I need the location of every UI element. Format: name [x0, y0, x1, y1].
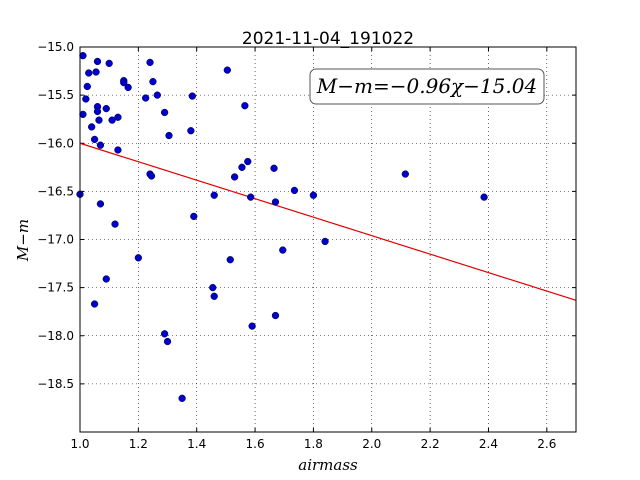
data-point: [141, 94, 150, 102]
data-point: [114, 113, 122, 121]
x-tick-label: 1.6: [246, 437, 265, 451]
data-point: [79, 52, 87, 60]
y-tick-label: −17.5: [37, 281, 74, 295]
y-axis-label: M−m: [14, 219, 32, 262]
data-point: [309, 191, 318, 199]
data-point: [83, 82, 91, 91]
x-tick-label: 2.2: [421, 437, 440, 451]
y-tick-label: −18.5: [37, 377, 74, 391]
data-point: [248, 322, 256, 330]
data-point: [96, 141, 105, 149]
annotation-box: [309, 68, 545, 105]
data-point: [93, 107, 102, 116]
data-point: [480, 193, 488, 201]
data-point: [102, 104, 110, 113]
data-point: [90, 300, 99, 308]
y-tick-label: −16.0: [37, 136, 74, 150]
x-tick-label: 1.2: [129, 437, 148, 451]
fit-equation: M−m=−0.96χ−15.04: [316, 74, 537, 98]
data-point: [401, 170, 409, 178]
data-point: [153, 91, 161, 99]
data-point: [271, 311, 280, 320]
y-tick-label: −15.5: [37, 88, 74, 102]
data-point: [111, 220, 119, 228]
data-point: [247, 193, 255, 201]
data-point: [210, 292, 218, 300]
y-tick-label: −15.0: [37, 40, 74, 54]
x-tick-label: 1.0: [70, 437, 89, 451]
axis-ticks: 1.0 1.2 1.4 1.6 1.8 2.0 2.2 2.4 2.6 −15.0 −15.5 −16…: [37, 40, 576, 451]
data-point: [160, 108, 169, 117]
data-point: [230, 173, 239, 181]
fit-equation-box: M−m=−0.96χ−15.04: [309, 68, 545, 105]
y-tick-label: −18.0: [37, 329, 74, 343]
data-points: [76, 52, 488, 402]
data-point: [210, 191, 218, 199]
data-point: [147, 172, 156, 180]
data-point: [223, 66, 231, 74]
x-tick-label: 1.8: [304, 437, 323, 451]
data-point: [270, 164, 278, 172]
data-point: [238, 163, 246, 171]
data-point: [114, 146, 122, 154]
data-point: [124, 83, 132, 92]
data-point: [160, 330, 169, 338]
data-point: [82, 95, 90, 103]
data-point: [146, 58, 154, 67]
data-point: [209, 283, 217, 292]
data-point: [120, 78, 128, 87]
data-point: [188, 92, 196, 100]
x-tick-label: 2.6: [537, 437, 556, 451]
data-point: [102, 275, 110, 283]
chart-title: 2021-11-04_191022: [242, 29, 414, 49]
data-point: [88, 123, 96, 131]
fit-line-group: [79, 142, 577, 301]
data-point: [95, 116, 103, 124]
data-point: [105, 59, 113, 68]
fit-line: [79, 142, 577, 301]
data-point: [149, 78, 157, 86]
data-point: [226, 256, 234, 264]
x-tick-label: 1.4: [187, 437, 206, 451]
data-point: [96, 200, 105, 208]
data-point: [134, 254, 143, 262]
x-tick-label: 2.0: [362, 437, 381, 451]
data-point: [92, 68, 100, 76]
data-point: [163, 337, 172, 346]
data-point: [279, 246, 287, 254]
data-point: [241, 102, 249, 110]
data-point: [190, 212, 198, 221]
y-tick-label: −17.0: [37, 233, 74, 247]
data-point: [93, 57, 102, 66]
data-point: [321, 237, 329, 246]
plot-frame: [79, 46, 577, 433]
y-tick-label: −16.5: [37, 184, 74, 198]
data-point: [108, 116, 116, 124]
data-point: [79, 110, 87, 119]
data-point: [271, 198, 280, 206]
data-point: [178, 394, 186, 402]
data-point: [90, 135, 99, 144]
x-axis-label: airmass: [298, 456, 358, 474]
data-point: [165, 131, 173, 140]
data-point: [290, 186, 299, 195]
x-tick-label: 2.4: [479, 437, 498, 451]
data-point: [244, 157, 252, 166]
data-point: [85, 69, 93, 77]
data-point: [187, 127, 195, 135]
